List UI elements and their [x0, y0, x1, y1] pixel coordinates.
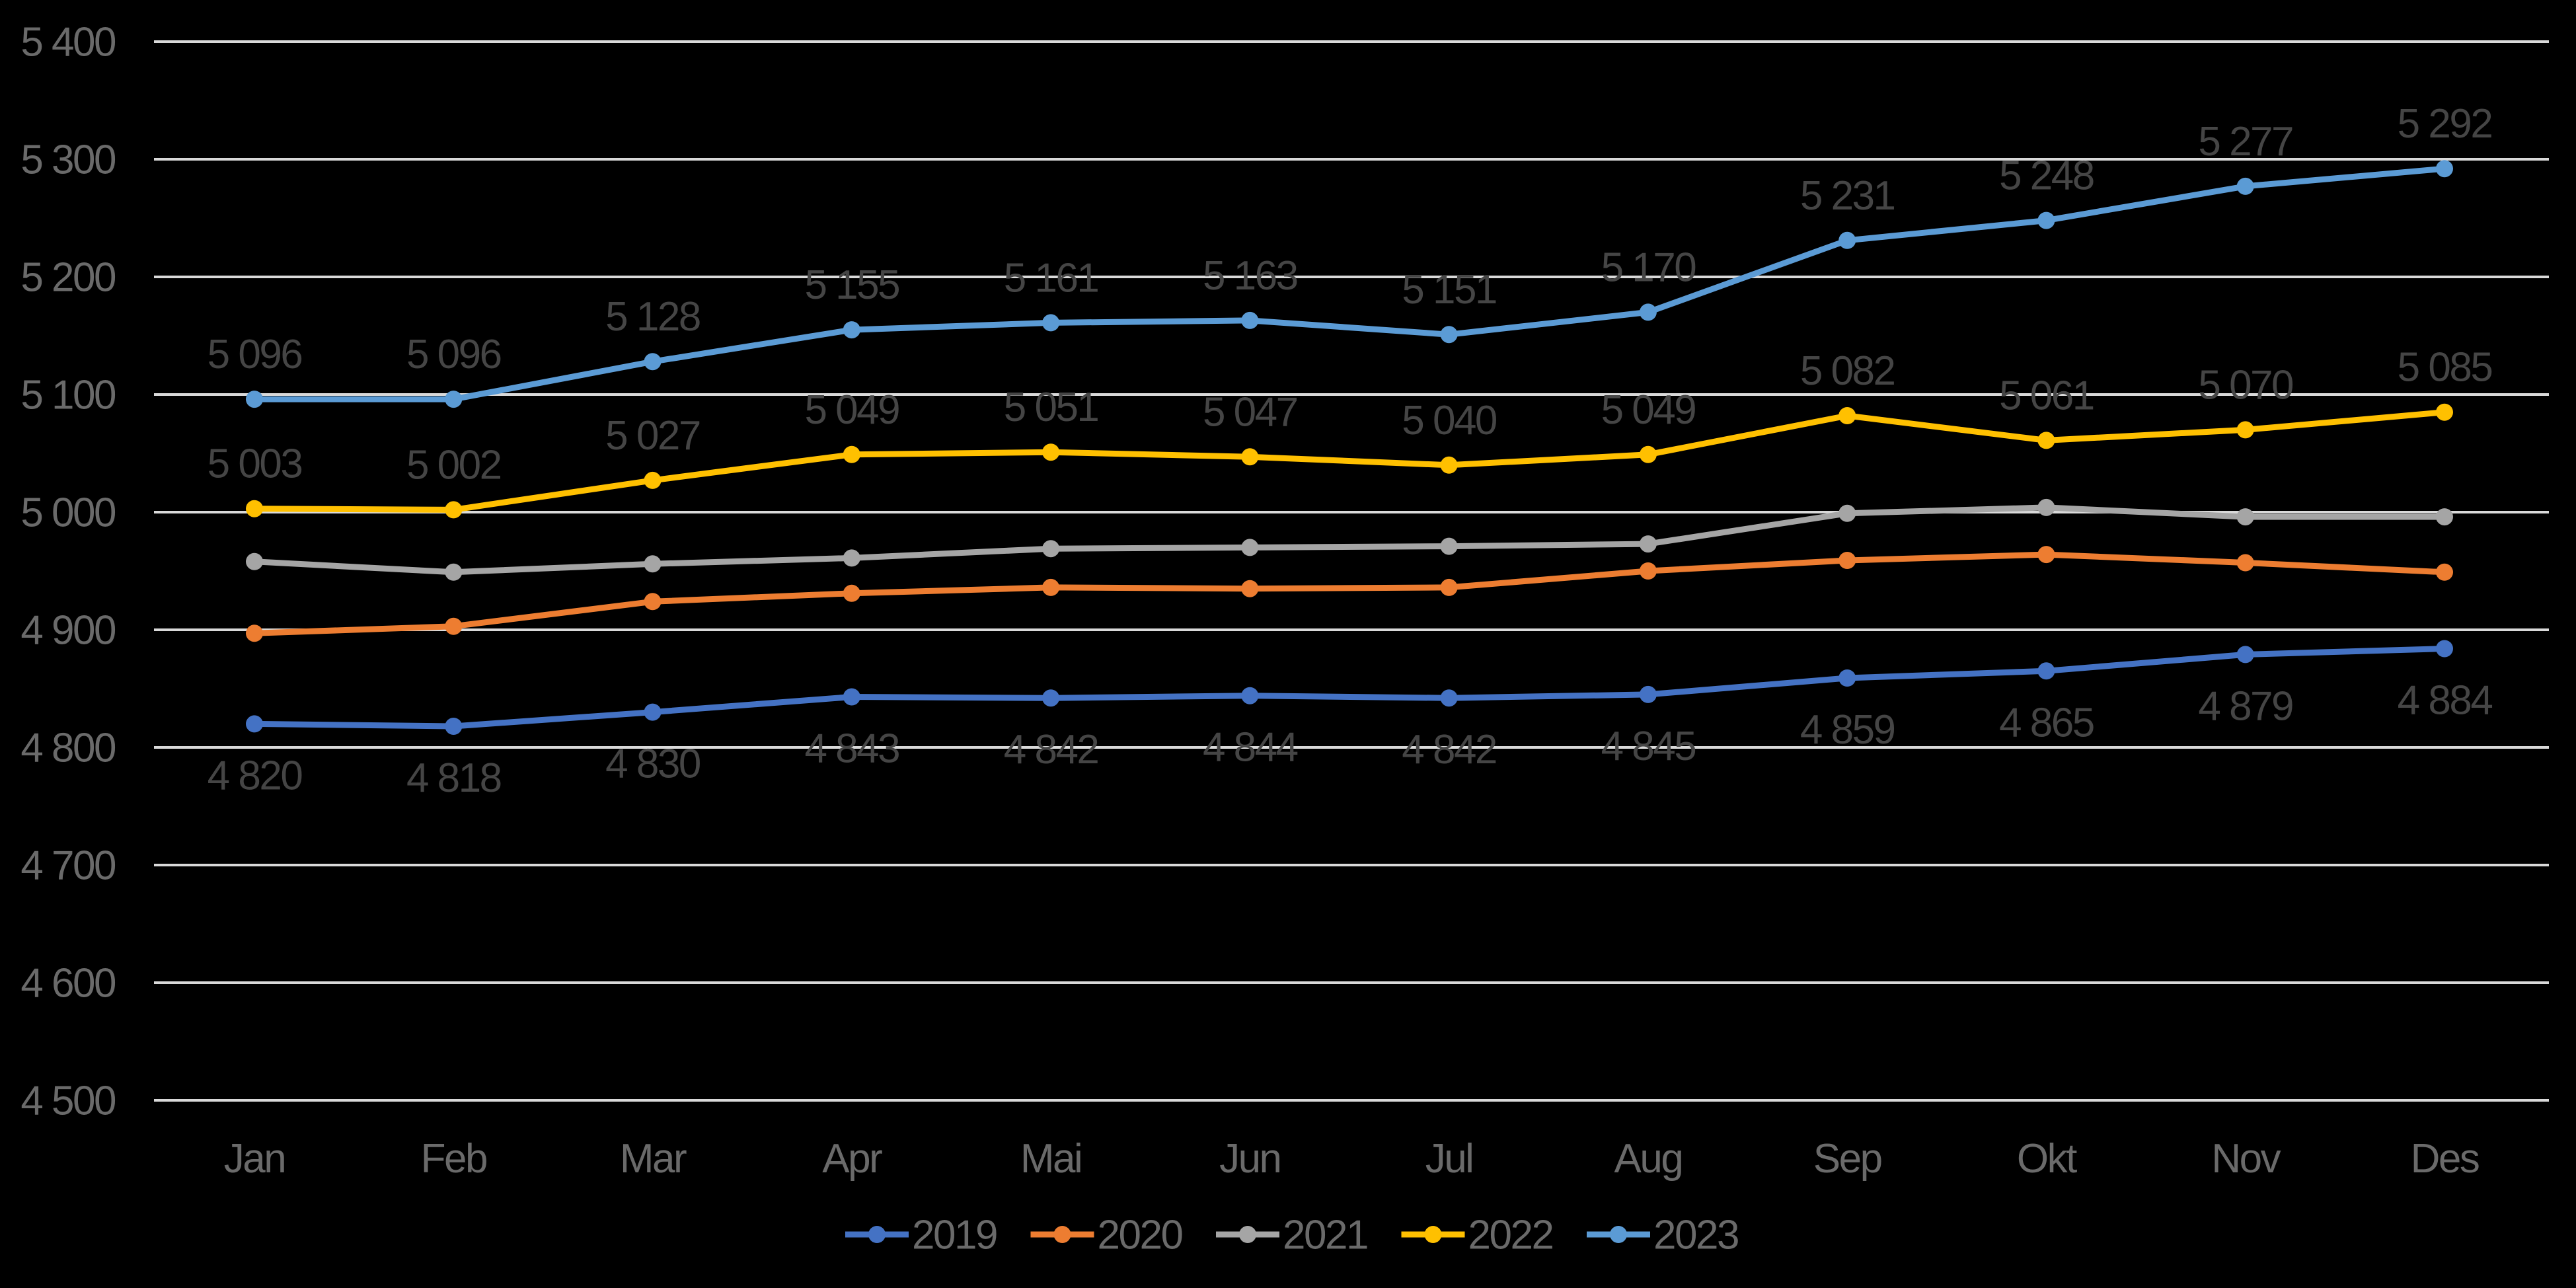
svg-text:2021: 2021: [1283, 1213, 1367, 1258]
svg-text:5 300: 5 300: [20, 137, 116, 183]
svg-text:5 061: 5 061: [1999, 373, 2094, 418]
svg-text:4 500: 4 500: [20, 1079, 116, 1124]
svg-text:5 100: 5 100: [20, 373, 116, 418]
svg-text:5 277: 5 277: [2198, 119, 2292, 165]
svg-text:5 051: 5 051: [1004, 385, 1098, 430]
svg-text:4 600: 4 600: [20, 961, 116, 1006]
svg-text:5 096: 5 096: [208, 332, 302, 377]
svg-text:2020: 2020: [1098, 1213, 1183, 1258]
svg-text:4 842: 4 842: [1402, 727, 1496, 773]
svg-text:5 248: 5 248: [1999, 153, 2094, 199]
svg-text:Aug: Aug: [1614, 1136, 1682, 1182]
svg-text:5 082: 5 082: [1800, 348, 1895, 394]
svg-text:Feb: Feb: [421, 1136, 486, 1182]
svg-text:Jan: Jan: [224, 1136, 285, 1182]
svg-text:Nov: Nov: [2211, 1136, 2281, 1182]
svg-text:2019: 2019: [912, 1213, 997, 1258]
svg-text:5 155: 5 155: [804, 262, 899, 308]
svg-text:4 830: 4 830: [605, 741, 701, 787]
svg-text:5 128: 5 128: [605, 294, 700, 340]
svg-text:5 096: 5 096: [406, 332, 501, 377]
svg-text:Mai: Mai: [1020, 1136, 1081, 1182]
svg-text:4 879: 4 879: [2198, 683, 2292, 729]
svg-text:4 800: 4 800: [20, 726, 116, 771]
svg-text:5 003: 5 003: [208, 441, 302, 487]
svg-text:5 151: 5 151: [1402, 267, 1496, 313]
svg-text:Sep: Sep: [1813, 1136, 1881, 1182]
svg-text:4 865: 4 865: [1999, 700, 2094, 745]
svg-text:Jun: Jun: [1219, 1136, 1280, 1182]
svg-text:5 049: 5 049: [804, 387, 899, 433]
svg-text:4 820: 4 820: [208, 753, 303, 798]
svg-text:5 040: 5 040: [1402, 398, 1497, 443]
svg-text:5 292: 5 292: [2398, 101, 2492, 147]
svg-text:4 900: 4 900: [20, 608, 116, 654]
svg-text:Mar: Mar: [620, 1136, 687, 1182]
svg-text:5 200: 5 200: [20, 255, 116, 301]
svg-text:5 400: 5 400: [20, 20, 116, 65]
svg-text:4 884: 4 884: [2398, 678, 2493, 724]
svg-text:5 170: 5 170: [1601, 245, 1696, 290]
svg-text:2023: 2023: [1653, 1213, 1738, 1258]
svg-text:5 000: 5 000: [20, 490, 116, 536]
svg-text:4 700: 4 700: [20, 843, 116, 889]
svg-text:Jul: Jul: [1425, 1136, 1473, 1182]
svg-text:5 161: 5 161: [1004, 255, 1098, 301]
svg-text:4 859: 4 859: [1800, 707, 1895, 753]
svg-text:Apr: Apr: [822, 1136, 882, 1182]
svg-text:4 845: 4 845: [1601, 724, 1696, 769]
svg-text:5 163: 5 163: [1203, 253, 1297, 299]
svg-text:5 085: 5 085: [2398, 345, 2492, 391]
svg-text:5 002: 5 002: [406, 442, 501, 488]
svg-text:Okt: Okt: [2017, 1136, 2077, 1182]
svg-text:5 231: 5 231: [1800, 173, 1895, 219]
svg-text:Des: Des: [2411, 1136, 2479, 1182]
svg-text:4 818: 4 818: [406, 755, 501, 801]
svg-text:4 843: 4 843: [804, 726, 899, 772]
svg-text:5 047: 5 047: [1203, 389, 1297, 435]
svg-text:4 842: 4 842: [1004, 727, 1098, 773]
svg-text:4 844: 4 844: [1203, 725, 1298, 771]
svg-text:5 027: 5 027: [605, 413, 700, 459]
svg-text:5 070: 5 070: [2198, 362, 2293, 408]
svg-text:5 049: 5 049: [1601, 387, 1696, 433]
svg-text:2022: 2022: [1468, 1213, 1553, 1258]
